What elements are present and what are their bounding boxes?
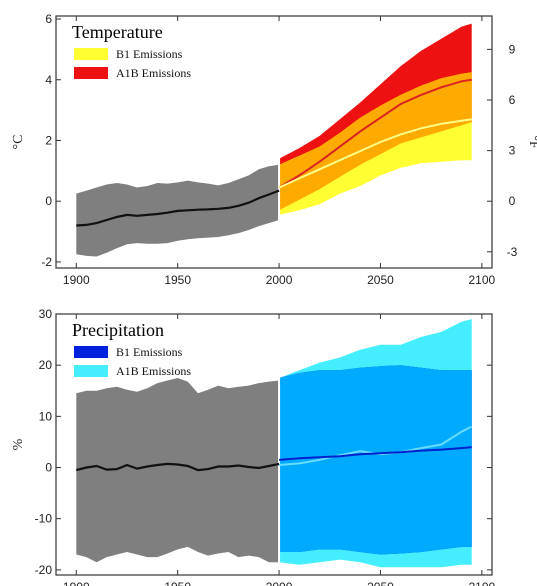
y-tick-label: 0: [45, 461, 52, 475]
chart-title: Precipitation: [72, 320, 164, 340]
x-tick-label: 1950: [164, 273, 191, 287]
scenario-overlap-band: [279, 365, 472, 555]
legend-label: B1 Emissions: [116, 345, 183, 359]
plot-frame: [55, 313, 493, 576]
y-tick-label: 30: [39, 307, 53, 321]
y2-tick-label: 3: [509, 144, 516, 158]
y-axis-label: °C: [11, 135, 26, 150]
x-tick-label: 2100: [469, 580, 496, 586]
y-tick-label: -10: [35, 512, 53, 526]
y-tick-label: 6: [45, 12, 52, 26]
legend-label: A1B Emissions: [116, 66, 191, 80]
chart-panel-2: 1900 1950 2000 2050 2100 -20 -10 0 10 20 30% Precip…: [11, 307, 496, 586]
legend-swatch: [74, 67, 108, 79]
chart-panel-1: 1900 1950 2000 2050 2100 -2 0 2 4 6 -3 0 3 6 9 °F °C Temp…: [11, 12, 537, 287]
plot-frame: [55, 15, 493, 269]
y2-axis-label: °F: [526, 135, 537, 149]
scenario-mean-line: [278, 118, 472, 189]
y-tick-label: 2: [45, 133, 52, 147]
y2-tick-label: -3: [507, 245, 518, 259]
scenario-mean-line: [278, 78, 472, 189]
y-tick-label: 20: [39, 358, 53, 372]
historical-range-band: [76, 378, 280, 563]
y2-tick-label: 9: [509, 42, 516, 56]
chart-title: Temperature: [72, 22, 163, 42]
legend-swatch: [74, 48, 108, 60]
x-tick-label: 1950: [164, 580, 191, 586]
x-tick-label: 2100: [469, 273, 496, 287]
x-tick-label: 2050: [367, 273, 394, 287]
y2-tick-label: 0: [509, 194, 516, 208]
x-tick-label: 2000: [266, 273, 293, 287]
y-tick-label: -20: [35, 563, 53, 577]
historical-mean-line: [76, 462, 280, 472]
legend-swatch: [74, 346, 108, 358]
legend-swatch: [74, 365, 108, 377]
x-tick-label: 1900: [63, 273, 90, 287]
y-axis-label: %: [11, 438, 26, 450]
y2-tick-label: 6: [509, 93, 516, 107]
x-tick-label: 2000: [266, 580, 293, 586]
x-tick-label: 1900: [63, 580, 90, 586]
legend-label: B1 Emissions: [116, 47, 183, 61]
scenario-mean-line: [279, 446, 472, 461]
scenario-overlap-band: [279, 72, 472, 211]
legend-label: A1B Emissions: [116, 364, 191, 378]
y-tick-label: -2: [41, 255, 52, 269]
x-tick-label: 2050: [367, 580, 394, 586]
y-tick-label: 4: [45, 73, 52, 87]
historical-mean-line: [76, 189, 280, 227]
y-tick-label: 0: [45, 194, 52, 208]
y-tick-label: 10: [39, 409, 53, 423]
